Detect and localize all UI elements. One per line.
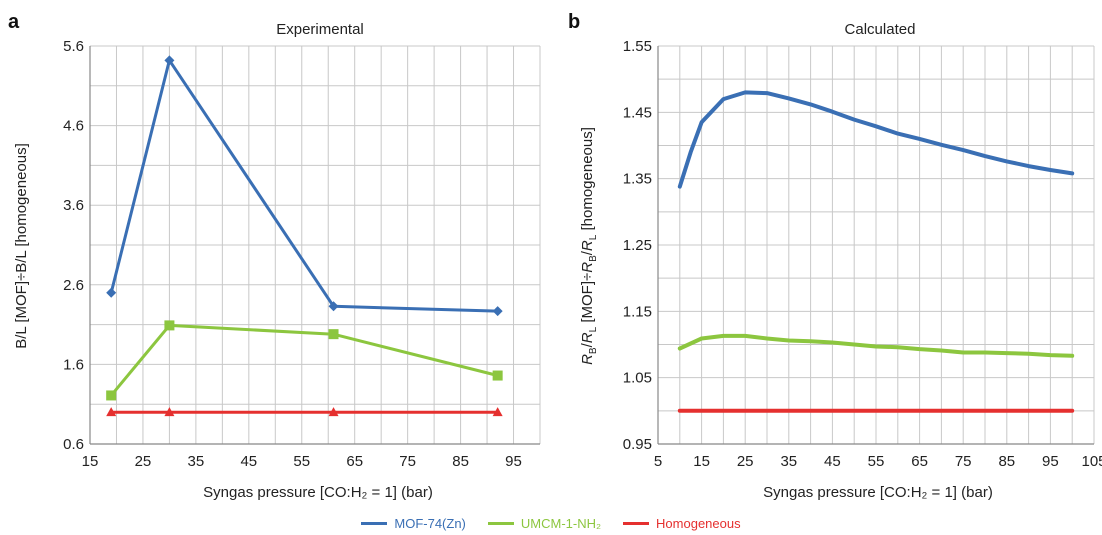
legend-item-umcm: UMCM-1-NH₂ bbox=[487, 516, 602, 531]
x-tick-label: 55 bbox=[293, 453, 310, 470]
data-point-homogeneous bbox=[106, 407, 117, 417]
data-point-umcm-1-nh bbox=[164, 320, 175, 331]
x-tick-label: 35 bbox=[188, 453, 205, 470]
data-point-homogeneous bbox=[164, 407, 175, 417]
data-point-homogeneous bbox=[492, 407, 503, 417]
legend-item-mof74: MOF-74(Zn) bbox=[361, 516, 466, 531]
panel-b-title: Calculated bbox=[845, 21, 916, 38]
x-tick-label: 45 bbox=[824, 453, 841, 470]
y-tick-label: 1.05 bbox=[623, 370, 652, 387]
panel-a-tick-labels: 15 25 35 45 55 65 75 85 95 0.6 1.6 2.6 3.6 4.6 5.6 bbox=[63, 38, 522, 470]
panel-a-gridlines bbox=[89, 45, 541, 445]
legend-swatch-homogeneous bbox=[623, 522, 650, 525]
panel-a-axes bbox=[89, 46, 540, 445]
data-point-mof-74-zn bbox=[164, 55, 175, 66]
x-tick-label: 85 bbox=[452, 453, 469, 470]
legend-swatch-umcm bbox=[487, 522, 514, 525]
panel-a-xlabel: Syngas pressure [CO:H₂ = 1] (bar) bbox=[203, 484, 433, 501]
panel-a-ylabel: B/L [MOF]÷B/L [homogeneous] bbox=[13, 143, 30, 349]
x-tick-label: 5 bbox=[654, 453, 662, 470]
data-point-homogeneous bbox=[328, 407, 339, 417]
x-tick-label: 95 bbox=[1042, 453, 1059, 470]
y-tick-label: 0.95 bbox=[623, 436, 652, 453]
panel-b-series bbox=[677, 90, 1075, 413]
data-point-umcm-1-nh bbox=[106, 390, 117, 401]
panel-a-letter: a bbox=[8, 11, 20, 33]
data-point-mof-74-zn bbox=[106, 287, 117, 298]
x-tick-label: 105 bbox=[1081, 453, 1102, 470]
x-tick-label: 25 bbox=[135, 453, 152, 470]
x-tick-label: 15 bbox=[82, 453, 99, 470]
x-tick-label: 75 bbox=[399, 453, 416, 470]
series-line-mof-74-zn bbox=[109, 58, 500, 313]
panel-b-tick-labels: 5 15 25 35 45 55 65 75 85 95 105 0.95 1.05 1.15 1.25 1.… bbox=[623, 38, 1102, 470]
y-tick-label: 0.6 bbox=[63, 436, 84, 453]
x-tick-label: 65 bbox=[911, 453, 928, 470]
x-tick-label: 25 bbox=[737, 453, 754, 470]
panel-b-letter: b bbox=[568, 11, 580, 33]
x-tick-label: 95 bbox=[505, 453, 522, 470]
legend-swatch-mof74 bbox=[361, 522, 388, 525]
x-tick-label: 85 bbox=[998, 453, 1015, 470]
x-tick-label: 35 bbox=[780, 453, 797, 470]
series-line-umcm-1-nh bbox=[677, 333, 1075, 358]
panel-b-chart: b Calculated 5 15 25 35 45 55 65 75 85 95 105 0.95 1… bbox=[568, 11, 1102, 501]
y-tick-label: 4.6 bbox=[63, 118, 84, 135]
panel-b-xlabel: Syngas pressure [CO:H₂ = 1] (bar) bbox=[763, 484, 993, 501]
panel-b-gridlines bbox=[657, 45, 1095, 445]
data-point-mof-74-zn bbox=[492, 306, 503, 317]
series-line-umcm-1-nh bbox=[109, 323, 500, 397]
x-tick-label: 55 bbox=[868, 453, 885, 470]
panel-a-chart: a Experimental 15 25 35 45 55 65 75 85 95 0.6 1.6 2… bbox=[8, 11, 541, 501]
y-tick-label: 5.6 bbox=[63, 38, 84, 55]
data-point-umcm-1-nh bbox=[492, 370, 503, 381]
series-line-mof-74-zn bbox=[677, 90, 1075, 189]
y-tick-label: 1.45 bbox=[623, 104, 652, 121]
x-tick-label: 75 bbox=[955, 453, 972, 470]
legend-label-homogeneous: Homogeneous bbox=[656, 516, 741, 531]
legend-label-umcm: UMCM-1-NH₂ bbox=[520, 516, 602, 531]
y-tick-label: 3.6 bbox=[63, 197, 84, 214]
data-point-mof-74-zn bbox=[328, 301, 339, 312]
y-tick-label: 1.55 bbox=[623, 38, 652, 55]
panel-a-series bbox=[106, 55, 503, 417]
y-tick-label: 2.6 bbox=[63, 277, 84, 294]
x-tick-label: 65 bbox=[346, 453, 363, 470]
x-tick-label: 15 bbox=[693, 453, 710, 470]
panel-b-ylabel: RB/RL [MOF]÷RB/RL [homogeneous] bbox=[579, 127, 599, 365]
y-tick-label: 1.15 bbox=[623, 303, 652, 320]
panel-b-axes bbox=[657, 46, 1094, 445]
panel-a-title: Experimental bbox=[276, 21, 364, 38]
y-tick-label: 1.25 bbox=[623, 237, 652, 254]
x-tick-label: 45 bbox=[240, 453, 257, 470]
chart-legend: MOF-74(Zn) UMCM-1-NH₂ Homogeneous bbox=[0, 516, 1102, 531]
data-point-umcm-1-nh bbox=[328, 329, 339, 340]
y-tick-label: 1.6 bbox=[63, 356, 84, 373]
legend-label-mof74: MOF-74(Zn) bbox=[394, 516, 466, 531]
y-tick-label: 1.35 bbox=[623, 171, 652, 188]
legend-item-homogeneous: Homogeneous bbox=[623, 516, 741, 531]
